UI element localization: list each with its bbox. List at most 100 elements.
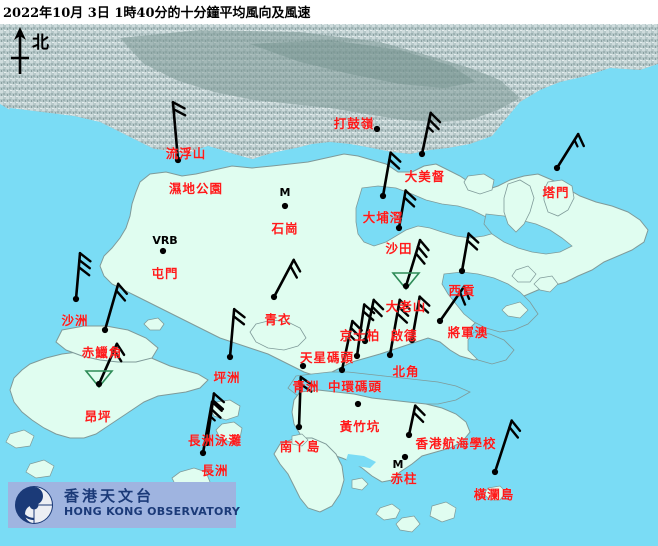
station-dot[interactable]	[199, 449, 207, 457]
logo-name-en: HONG KONG OBSERVATORY	[64, 505, 241, 518]
station-label[interactable]: 赤鱲角	[81, 345, 123, 360]
po-toi-islet	[429, 501, 457, 523]
station-dot[interactable]	[299, 362, 307, 370]
wind-barb	[171, 100, 187, 162]
aberdeen-channel-water	[346, 454, 376, 468]
station-label[interactable]: 北角	[392, 364, 420, 379]
wind-barb	[228, 307, 246, 359]
station-dot[interactable]	[418, 150, 426, 158]
station-label[interactable]: 天星碼頭	[299, 350, 355, 365]
station-dot[interactable]	[226, 353, 234, 361]
station-label[interactable]: 大美督	[404, 169, 446, 184]
station-dot[interactable]	[553, 164, 561, 172]
station-dot[interactable]	[95, 380, 103, 388]
station-label[interactable]: 青洲	[292, 379, 320, 394]
south-islet-3	[351, 477, 369, 491]
station-label[interactable]: 啟德	[390, 328, 418, 343]
station-dot[interactable]	[72, 295, 80, 303]
station-label[interactable]: 大老山	[385, 299, 427, 314]
station-label[interactable]: 長洲泳灘	[187, 433, 243, 448]
station-dot[interactable]	[338, 366, 346, 374]
wind-barb	[272, 258, 302, 299]
station-label[interactable]: 濕地公園	[168, 181, 224, 196]
plover-cove-islet	[463, 173, 495, 195]
station-label[interactable]: 塔門	[542, 185, 570, 200]
station-dot[interactable]	[373, 125, 381, 133]
northeast-islands	[503, 179, 535, 233]
map-canvas[interactable]	[0, 24, 658, 546]
station-dot[interactable]	[405, 431, 413, 439]
station-dot[interactable]	[295, 423, 303, 431]
mainland-hill-shading	[120, 30, 520, 122]
waglan-islet	[483, 485, 507, 501]
station-dot-layer	[72, 125, 561, 476]
station-dot[interactable]	[353, 352, 361, 360]
station-dot[interactable]	[436, 317, 444, 325]
station-label[interactable]: 香港航海學校	[415, 436, 497, 451]
wind-barb	[404, 238, 430, 288]
station-label[interactable]: 坪洲	[213, 370, 241, 385]
station-dot[interactable]	[281, 202, 289, 210]
station-dot[interactable]	[159, 247, 167, 255]
station-label[interactable]: 青衣	[264, 312, 292, 327]
station-label[interactable]: 南丫島	[279, 439, 321, 454]
station-dot[interactable]	[379, 192, 387, 200]
north-arrow-icon	[11, 27, 29, 74]
station-dot[interactable]	[458, 267, 466, 275]
wind-barb	[420, 111, 442, 156]
gust-triangle-icon	[84, 370, 114, 389]
station-label[interactable]: 大埔滘	[362, 210, 404, 225]
station-status-flag: M	[279, 186, 291, 199]
station-dot[interactable]	[395, 224, 403, 232]
station-dot[interactable]	[203, 439, 211, 447]
station-dot[interactable]	[386, 351, 394, 359]
station-dot[interactable]	[408, 336, 416, 344]
station-label[interactable]: 沙田	[385, 241, 413, 256]
wind-barb-layer	[74, 100, 585, 474]
station-dot[interactable]	[361, 337, 369, 345]
wind-barb	[407, 404, 426, 437]
station-dot[interactable]	[401, 453, 409, 461]
ma-wan-island	[215, 421, 243, 443]
station-dot[interactable]	[270, 293, 278, 301]
station-label[interactable]: 西貢	[448, 283, 476, 298]
gust-triangle-icon	[391, 272, 421, 291]
station-label[interactable]: 屯門	[151, 266, 179, 281]
wind-barb	[381, 151, 402, 198]
station-label[interactable]: 黃竹坑	[339, 419, 381, 434]
station-label[interactable]: 中環碼頭	[327, 379, 383, 394]
east-islet-2	[533, 275, 559, 293]
title-bar: 2022年10月 3日 1時40分的十分鐘平均風向及風速	[0, 0, 658, 24]
station-dot[interactable]	[174, 156, 182, 164]
station-label[interactable]: 流浮山	[165, 146, 207, 161]
hko-swirl-logo-icon	[15, 486, 53, 524]
east-islet-3	[501, 301, 529, 319]
station-dot[interactable]	[354, 400, 362, 408]
hko-logo[interactable]: 香港天文台 HONG KONG OBSERVATORY	[8, 482, 240, 528]
station-label[interactable]: 沙洲	[61, 313, 89, 328]
wind-barb	[363, 298, 385, 343]
north-arrow: 北	[6, 26, 66, 78]
lamma-north-islet	[291, 433, 309, 447]
station-dot[interactable]	[101, 326, 109, 334]
station-label[interactable]: 昂坪	[84, 409, 112, 424]
wind-barb	[297, 375, 313, 429]
station-label[interactable]: 石崗	[271, 221, 299, 236]
station-label[interactable]: 京士柏	[339, 328, 381, 343]
page-title: 2022年10月 3日 1時40分的十分鐘平均風向及風速	[3, 6, 311, 21]
wind-barb	[103, 282, 129, 332]
station-label[interactable]: 赤柱	[390, 471, 418, 486]
station-dot[interactable]	[402, 282, 410, 290]
wind-barb	[340, 319, 363, 372]
station-dot[interactable]	[491, 468, 499, 476]
station-label[interactable]: 橫瀾島	[473, 487, 515, 502]
station-label[interactable]: 打鼓嶺	[333, 116, 375, 131]
chek-lap-kok-island	[55, 325, 159, 363]
shenzhen-bay	[4, 108, 168, 176]
station-label[interactable]: 長洲	[201, 463, 229, 478]
wind-barb	[410, 295, 431, 342]
station-label[interactable]: 將軍澳	[447, 325, 489, 340]
tsing-yi-island	[249, 319, 307, 351]
clear-water-bay-water	[467, 331, 515, 365]
